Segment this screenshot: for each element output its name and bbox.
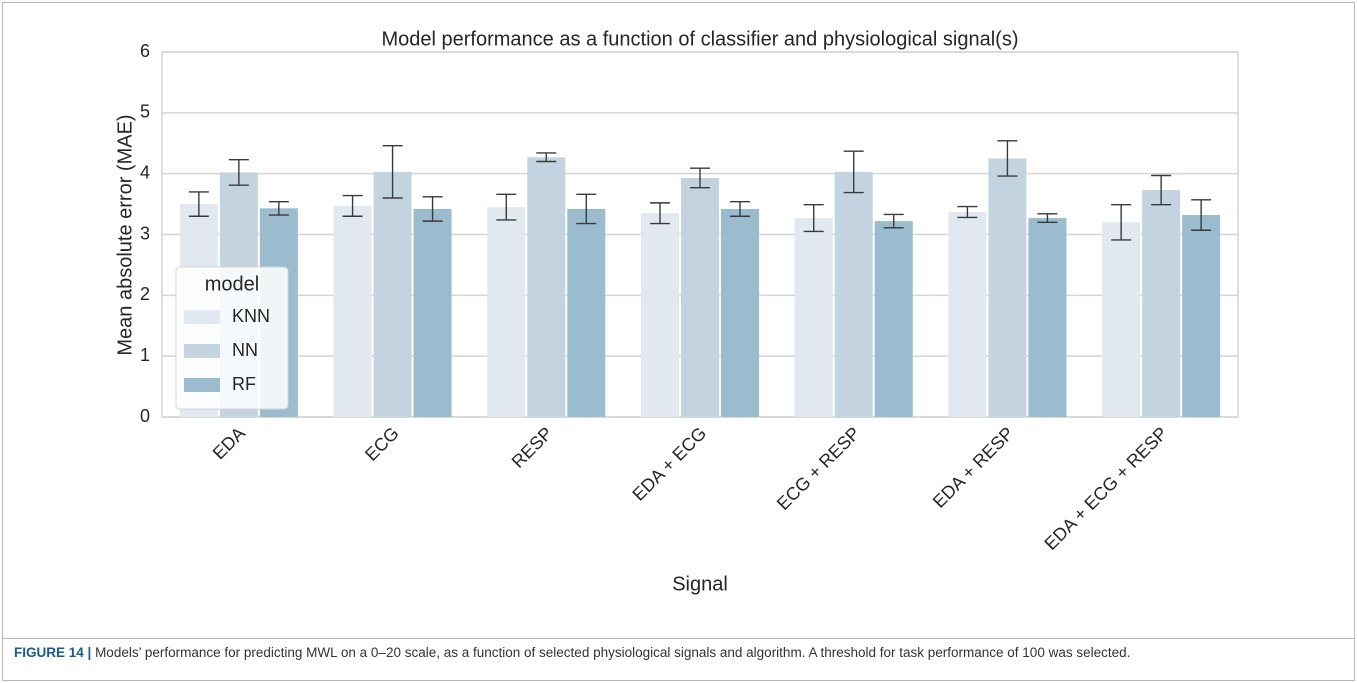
error-bar <box>957 205 978 219</box>
x-tick-label: ECG + RESP <box>773 423 864 514</box>
y-tick-label: 6 <box>140 41 150 61</box>
x-axis-label: Signal <box>672 573 728 595</box>
y-tick-label: 0 <box>140 406 150 426</box>
bar <box>641 213 679 417</box>
error-bar <box>1111 203 1132 241</box>
bar <box>874 221 913 417</box>
x-tick-label: EDA + ECG + RESP <box>1040 423 1171 554</box>
error-bar <box>1151 174 1172 206</box>
error-bar <box>1191 199 1212 231</box>
error-bar <box>382 144 403 199</box>
bar <box>794 218 833 417</box>
y-tick-label: 4 <box>140 162 150 182</box>
error-bar <box>342 194 363 217</box>
error-bar <box>576 193 597 225</box>
y-axis-label: Mean absolute error (MAE) <box>114 114 136 355</box>
bar <box>487 207 526 417</box>
error-bar <box>188 191 209 217</box>
error-bar <box>690 167 710 189</box>
legend-label: KNN <box>232 306 270 326</box>
x-tick-label: ECG <box>361 423 403 465</box>
chart-title: Model performance as a function of class… <box>382 28 1019 50</box>
error-bar <box>422 196 443 222</box>
error-bar <box>650 202 670 225</box>
bar <box>721 208 759 417</box>
caption-text: Models’ performance for predicting MWL o… <box>95 645 1131 660</box>
bar <box>1182 215 1221 417</box>
bar <box>1028 218 1067 417</box>
error-bar <box>997 140 1018 177</box>
legend-swatch <box>184 310 220 324</box>
error-bar <box>228 158 249 186</box>
x-tick-label: EDA <box>209 423 249 463</box>
bar <box>834 171 873 417</box>
y-tick-label: 5 <box>140 102 150 122</box>
error-bar <box>730 200 750 217</box>
y-tick-label: 3 <box>140 223 150 243</box>
error-bar <box>1037 213 1058 224</box>
y-tick-label: 1 <box>140 345 150 365</box>
error-bar <box>883 213 904 229</box>
error-bar <box>803 203 824 233</box>
legend-swatch <box>184 344 220 358</box>
error-bar <box>536 152 557 163</box>
caption: FIGURE 14 | Models’ performance for pred… <box>14 643 1334 663</box>
legend-label: NN <box>232 340 258 360</box>
bar <box>333 205 372 417</box>
x-tick-label: RESP <box>508 423 557 472</box>
x-tick-label: EDA + ECG <box>628 423 710 505</box>
caption-label: FIGURE 14 | <box>14 645 92 660</box>
bar <box>988 158 1027 418</box>
bar <box>948 211 987 417</box>
x-tick-label: EDA + RESP <box>929 423 1018 512</box>
bar <box>373 171 412 417</box>
bar <box>681 177 719 417</box>
legend-swatch <box>184 378 220 392</box>
chart: Model performance as a function of class… <box>114 28 1239 595</box>
bar <box>567 208 606 417</box>
legend-title: model <box>205 273 259 295</box>
bar <box>527 157 566 417</box>
legend-box <box>175 266 289 410</box>
error-bar <box>843 150 864 194</box>
bar <box>413 208 452 417</box>
bar <box>1102 222 1141 417</box>
error-bar <box>496 193 517 221</box>
y-tick-label: 2 <box>140 284 150 304</box>
error-bar <box>268 200 289 216</box>
legend-label: RF <box>232 374 256 394</box>
separator <box>2 638 1355 639</box>
bar <box>1142 190 1181 417</box>
